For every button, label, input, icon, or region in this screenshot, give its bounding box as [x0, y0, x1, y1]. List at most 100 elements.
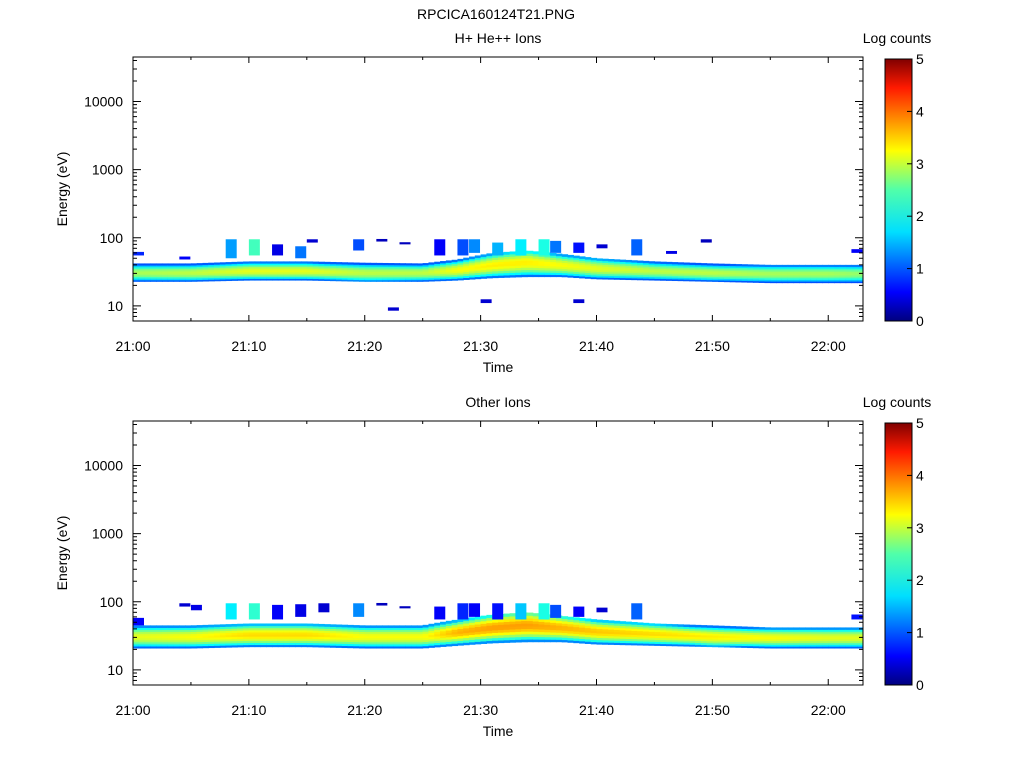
band-cell [353, 641, 360, 645]
band-cell [799, 274, 806, 277]
band-cell [758, 274, 766, 277]
band-cell [648, 639, 656, 642]
band-cell [677, 277, 684, 280]
band-cell [440, 626, 447, 630]
band-cell [318, 276, 325, 280]
band-cell [532, 262, 540, 266]
band-cell [318, 644, 325, 648]
band-cell [440, 632, 447, 636]
band-cell [196, 269, 204, 272]
band-cell [700, 640, 708, 644]
band-cell [399, 627, 406, 631]
band-cell [666, 261, 673, 265]
band-cell [225, 638, 233, 642]
sporadic-cell [179, 603, 191, 607]
band-cell [683, 279, 690, 282]
band-cell [196, 635, 204, 639]
band-cell [237, 261, 244, 264]
band-cell [353, 277, 360, 280]
band-cell [602, 633, 609, 636]
band-cell [544, 626, 551, 630]
band-cell [335, 278, 343, 282]
x-tick-label: 21:20 [347, 338, 382, 354]
band-cell [683, 636, 690, 639]
band-cell [144, 265, 151, 268]
band-cell [167, 278, 175, 281]
band-cell [561, 632, 569, 636]
band-cell [295, 268, 302, 271]
x-tick-label: 21:50 [695, 702, 730, 718]
band-cell [231, 628, 238, 631]
band-cell [631, 636, 638, 640]
band-cell [248, 623, 256, 627]
band-cell [329, 626, 337, 630]
band-cell [584, 268, 592, 272]
band-cell [185, 273, 192, 276]
band-cell [828, 277, 835, 280]
band-cell [828, 640, 835, 643]
band-cell [324, 270, 331, 273]
band-cell [689, 632, 696, 636]
band-cell [150, 268, 157, 271]
band-cell [451, 622, 459, 626]
band-cell [845, 264, 853, 268]
band-cell [584, 257, 592, 260]
sporadic-cell [538, 603, 550, 620]
band-cell [370, 629, 377, 633]
band-cell [474, 623, 482, 627]
band-cell [503, 613, 511, 617]
band-cell [358, 631, 366, 635]
band-cell [602, 277, 609, 280]
band-cell [219, 645, 227, 648]
band-cell [428, 267, 435, 270]
band-cell [787, 646, 795, 649]
band-cell [619, 277, 627, 280]
band-cell [324, 644, 331, 648]
band-cell [579, 629, 586, 633]
band-cell [364, 641, 372, 645]
band-cell [208, 267, 215, 270]
band-cell [526, 274, 534, 278]
band-cell [718, 271, 725, 274]
band-cell [272, 274, 279, 278]
band-cell [723, 625, 731, 629]
band-cell [712, 627, 719, 630]
band-cell [642, 626, 650, 630]
band-cell [150, 278, 157, 281]
band-cell [428, 636, 435, 640]
band-cell [596, 630, 603, 634]
band-cell [405, 637, 412, 641]
band-cell [637, 642, 644, 646]
band-cell [405, 643, 412, 647]
band-cell [625, 629, 632, 633]
band-cell [463, 620, 470, 624]
band-cell [550, 624, 557, 628]
band-cell [301, 636, 308, 639]
band-cell [781, 279, 789, 282]
band-cell [376, 641, 383, 645]
band-cell [677, 272, 684, 275]
sporadic-cell [492, 603, 504, 620]
band-cell [550, 631, 557, 635]
band-cell [248, 625, 256, 629]
band-cell [480, 630, 488, 634]
band-cell [613, 637, 621, 641]
band-cell [272, 261, 279, 264]
band-cell [671, 262, 679, 265]
band-cell [150, 625, 157, 629]
band-cell [474, 621, 482, 625]
band-cell [521, 623, 528, 627]
band-cell [781, 277, 789, 280]
band-cell [266, 633, 273, 637]
band-cell [480, 265, 488, 268]
band-cell [167, 641, 175, 645]
band-cell [729, 267, 737, 270]
band-cell [399, 641, 406, 645]
band-cell [654, 263, 661, 266]
band-cell [445, 627, 453, 631]
band-cell [370, 637, 377, 641]
band-cell [503, 618, 511, 623]
band-cell [637, 272, 644, 276]
band-cell [393, 274, 401, 277]
band-cell [416, 274, 424, 277]
